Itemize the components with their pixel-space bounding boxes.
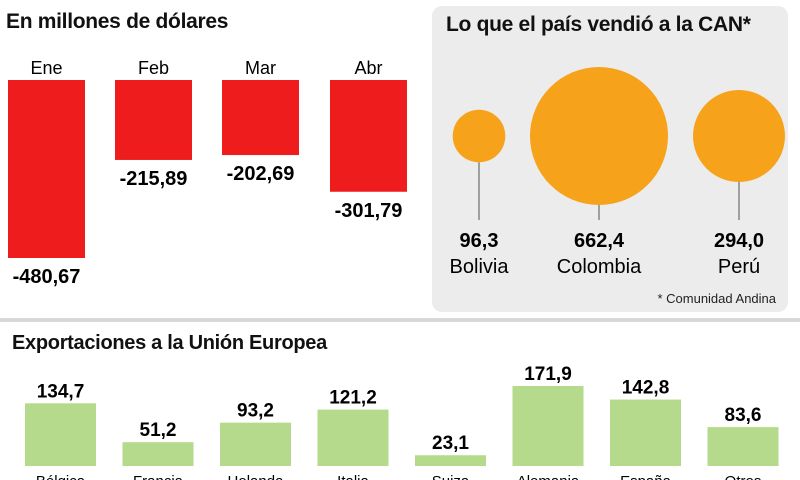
bubble-value-bolivia: 96,3 <box>460 230 499 252</box>
month-value-feb: -215,89 <box>120 168 188 190</box>
month-label-feb: Feb <box>138 58 169 78</box>
bubble-peru <box>693 90 785 182</box>
bubble-colombia <box>530 67 668 205</box>
eu-exports-title: Exportaciones a la Unión Europea <box>12 332 327 354</box>
eu-bar-espana <box>610 399 681 466</box>
eu-label-suiza: Suiza <box>432 473 470 480</box>
bubble-bolivia <box>452 109 506 163</box>
eu-value-suiza: 23,1 <box>432 433 469 454</box>
bubble-value-colombia: 662,4 <box>574 230 625 252</box>
eu-label-francia: Francia <box>133 473 184 480</box>
eu-bar-belgica <box>25 403 96 466</box>
eu-label-belgica: Bélgica <box>36 473 86 480</box>
eu-value-francia: 51,2 <box>140 420 177 441</box>
monthly-balance-chart: Ene -480,67 Feb -215,89 Mar -202,69 Abr -301,79 <box>8 58 407 288</box>
bubble-label-peru: Perú <box>718 256 760 278</box>
month-value-abr: -301,79 <box>335 200 403 222</box>
eu-label-alemania: Alemania <box>517 473 580 480</box>
bubble-label-colombia: Colombia <box>557 256 642 278</box>
can-sales-panel: 96,3 Bolivia 662,4 Colombia 294,0 Perú Lo que… <box>432 6 788 312</box>
month-label-ene: Ene <box>30 58 62 78</box>
eu-bar-alemania <box>512 386 584 466</box>
eu-bar-italia <box>317 409 389 466</box>
eu-value-belgica: 134,7 <box>37 381 85 402</box>
month-label-mar: Mar <box>245 58 276 78</box>
can-sales-chart: 96,3 Bolivia 662,4 Colombia 294,0 Perú <box>450 67 785 278</box>
eu-value-italia: 121,2 <box>329 388 377 409</box>
can-footnote: * Comunidad Andina <box>657 291 776 306</box>
bubble-value-peru: 294,0 <box>714 230 764 252</box>
eu-value-espana: 142,8 <box>622 378 670 399</box>
eu-value-alemania: 171,9 <box>524 364 572 385</box>
month-value-mar: -202,69 <box>227 163 295 185</box>
monthly-balance-title: En millones de dólares <box>6 10 229 33</box>
eu-label-italia: Italia <box>337 473 369 480</box>
section-divider <box>0 318 800 322</box>
can-sales-title: Lo que el país vendió a la CAN* <box>446 13 751 36</box>
eu-value-holanda: 93,2 <box>237 401 274 422</box>
eu-label-espana: España <box>620 473 672 480</box>
eu-bar-holanda <box>220 422 291 466</box>
bubble-label-bolivia: Bolivia <box>450 256 510 278</box>
eu-label-otros: Otros <box>725 473 762 480</box>
monthly-balance-panel: Ene -480,67 Feb -215,89 Mar -202,69 Abr -301,79… <box>0 0 420 318</box>
month-bar-ene <box>8 80 85 258</box>
month-bar-feb <box>115 80 192 160</box>
month-bar-mar <box>222 80 299 156</box>
eu-exports-panel: 134,7 Bélgica 51,2 Francia 93,2 Holanda 121,2 I… <box>0 322 800 480</box>
eu-exports-chart: 134,7 Bélgica 51,2 Francia 93,2 Holanda 121,2 I… <box>25 364 779 480</box>
eu-bar-francia <box>122 442 194 466</box>
eu-bar-suiza <box>415 455 486 466</box>
eu-label-holanda: Holanda <box>228 473 285 480</box>
eu-value-otros: 83,6 <box>725 405 762 426</box>
month-label-abr: Abr <box>354 58 382 78</box>
month-bar-abr <box>330 80 407 192</box>
eu-bar-otros <box>707 427 779 466</box>
month-value-ene: -480,67 <box>13 266 81 288</box>
